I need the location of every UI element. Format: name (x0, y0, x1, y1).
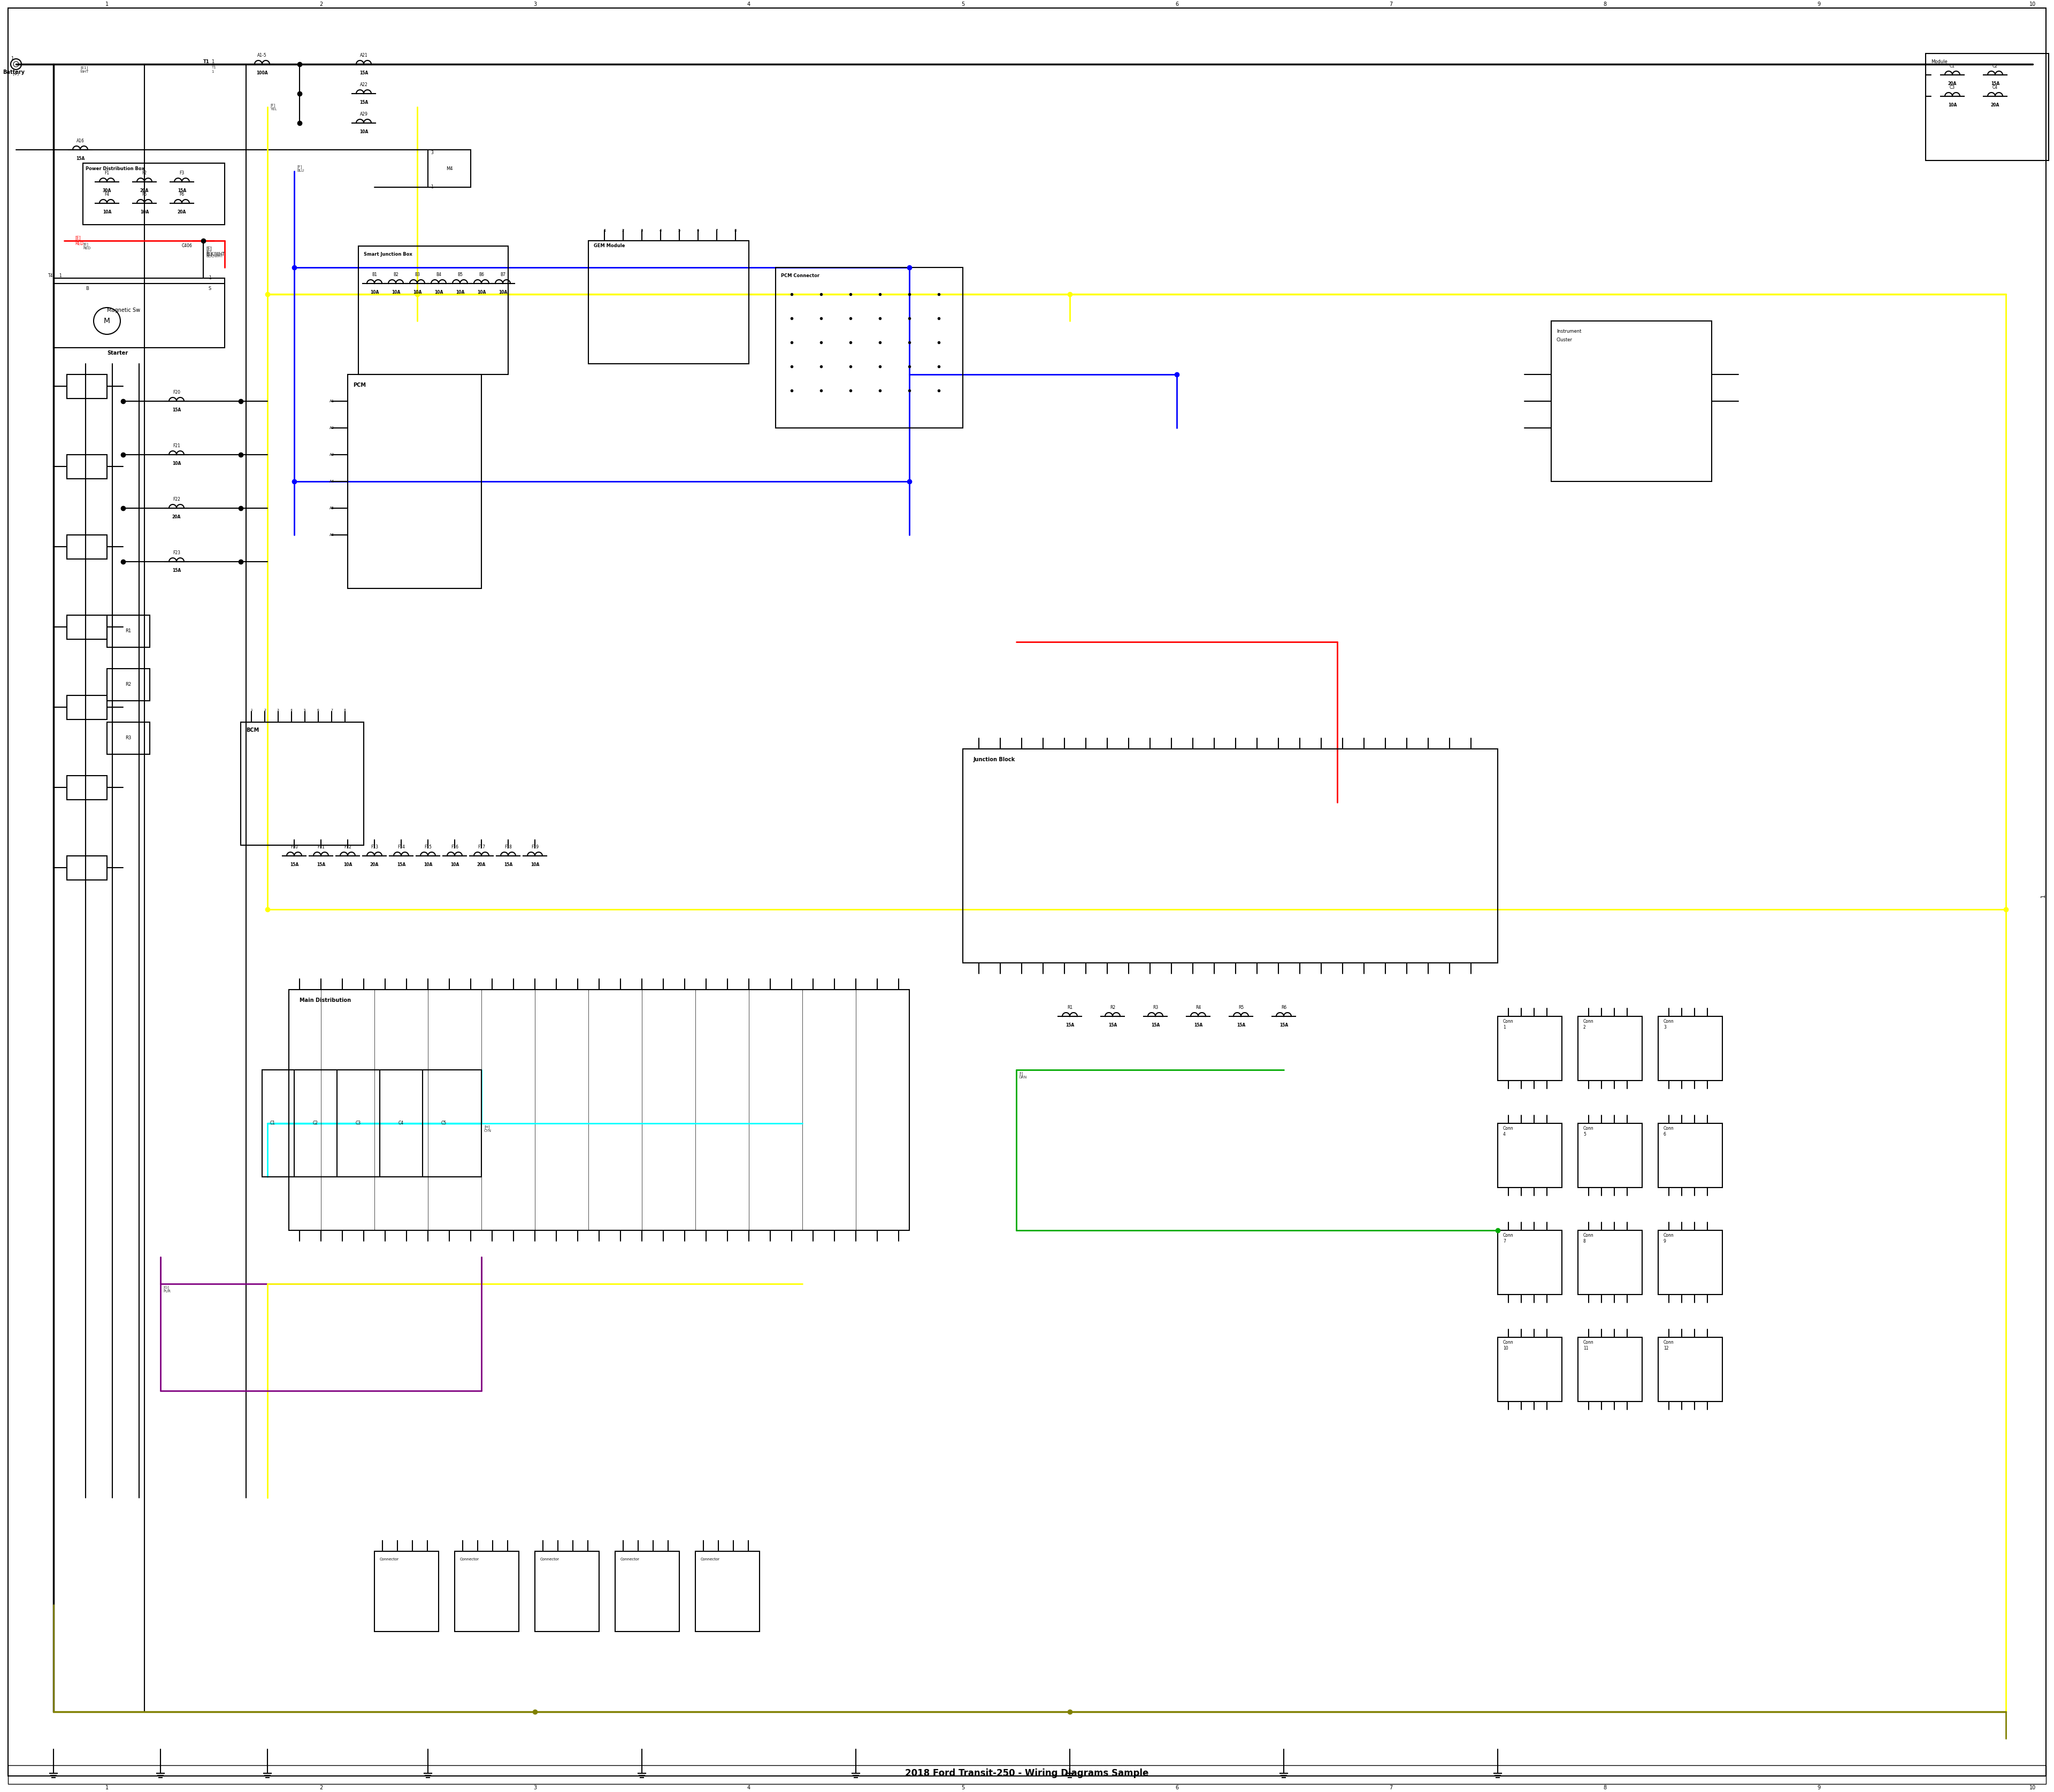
Bar (68, 375, 107, 398)
Text: R2: R2 (1109, 1005, 1115, 1011)
Text: F10: F10 (290, 844, 298, 849)
Text: F14: F14 (396, 844, 405, 849)
Text: 1: 1 (105, 2, 109, 7)
Text: R6: R6 (1282, 1005, 1286, 1011)
Text: RED: RED (74, 240, 84, 246)
Text: 6: 6 (696, 229, 698, 233)
Text: [E1]
WHT: [E1] WHT (80, 66, 88, 73)
Text: F4: F4 (105, 192, 109, 197)
Text: 9: 9 (1818, 2, 1820, 7)
Text: A6: A6 (329, 534, 335, 536)
Text: C1: C1 (271, 1122, 275, 1125)
Text: [F]
YEL: [F] YEL (271, 104, 277, 111)
Bar (107, 668, 150, 701)
Text: 2: 2 (318, 1785, 322, 1790)
Text: Conn
2: Conn 2 (1584, 1020, 1594, 1030)
Bar (454, 1552, 520, 1631)
Text: B2: B2 (392, 272, 398, 278)
Text: 10A: 10A (477, 290, 487, 294)
Bar (68, 615, 107, 640)
Text: Connector: Connector (700, 1557, 721, 1561)
Bar (1497, 1231, 1561, 1294)
Text: C3: C3 (355, 1122, 362, 1125)
Text: 6: 6 (316, 710, 318, 711)
Bar (963, 749, 1497, 962)
Text: 15A: 15A (1990, 81, 1999, 86)
Text: 5: 5 (678, 229, 680, 233)
Text: 10A: 10A (456, 290, 464, 294)
Text: 1: 1 (210, 276, 212, 281)
Text: Conn
4: Conn 4 (1504, 1125, 1514, 1136)
Text: 8: 8 (733, 229, 737, 233)
Text: 15A: 15A (177, 188, 187, 194)
Text: 1: 1 (105, 1785, 109, 1790)
Text: Connector: Connector (620, 1557, 639, 1561)
Text: 2: 2 (318, 2, 322, 7)
Text: 15A: 15A (316, 862, 325, 867)
Text: T1
1: T1 1 (212, 66, 216, 73)
Text: 1: 1 (212, 59, 214, 65)
Text: B7: B7 (499, 272, 505, 278)
Bar (1551, 321, 1711, 482)
Text: F18: F18 (505, 844, 511, 849)
Bar (68, 776, 107, 799)
Text: 20A: 20A (1990, 102, 1999, 108)
Bar (1658, 1016, 1723, 1081)
Text: 20A: 20A (477, 862, 487, 867)
Bar (374, 1552, 440, 1631)
Text: 10A: 10A (530, 862, 540, 867)
Text: A3: A3 (329, 453, 335, 457)
Text: B1: B1 (372, 272, 378, 278)
Bar (290, 989, 910, 1231)
Text: C2: C2 (1992, 65, 1999, 68)
Text: B3: B3 (415, 272, 419, 278)
Text: Conn
8: Conn 8 (1584, 1233, 1594, 1244)
Text: PCM Connector: PCM Connector (781, 272, 820, 278)
Bar (1577, 1231, 1641, 1294)
Text: 3: 3 (534, 1785, 536, 1790)
Text: 1: 1 (60, 272, 62, 278)
Text: 8: 8 (1602, 1785, 1606, 1790)
Bar (357, 246, 507, 375)
Text: [G]
PUR: [G] PUR (162, 1285, 170, 1292)
Text: F3: F3 (179, 170, 185, 176)
Text: F13: F13 (370, 844, 378, 849)
Text: F6: F6 (179, 192, 185, 197)
Text: 5: 5 (961, 2, 965, 7)
Text: 20A: 20A (140, 188, 148, 194)
Text: 15A: 15A (1280, 1023, 1288, 1027)
Text: 7: 7 (1389, 2, 1393, 7)
Text: 9: 9 (1818, 1785, 1820, 1790)
Text: 15A: 15A (173, 568, 181, 573)
Text: Instrument: Instrument (1557, 330, 1582, 333)
Text: Junction Block: Junction Block (974, 756, 1015, 762)
Text: [E]
BLK/WHT: [E] BLK/WHT (205, 251, 224, 258)
Text: A1: A1 (329, 400, 335, 403)
Text: 15A: 15A (1109, 1023, 1117, 1027)
Text: 20A: 20A (1947, 81, 1957, 86)
Text: F22: F22 (173, 496, 181, 502)
Text: 10A: 10A (359, 129, 368, 134)
Text: F19: F19 (532, 844, 538, 849)
Text: 15A: 15A (359, 70, 368, 75)
Text: 10A: 10A (423, 862, 431, 867)
Text: F17: F17 (479, 844, 485, 849)
Text: C406: C406 (183, 244, 193, 249)
Text: A5: A5 (329, 507, 335, 509)
Text: 15A: 15A (173, 407, 181, 412)
Text: 15A: 15A (359, 100, 368, 106)
Text: 10: 10 (2029, 2, 2036, 7)
Bar (1577, 1016, 1641, 1081)
Text: 3: 3 (534, 2, 536, 7)
Text: BLK/WHT: BLK/WHT (205, 251, 224, 256)
Bar (1927, 54, 2048, 161)
Text: 5: 5 (304, 710, 306, 711)
Text: Connector: Connector (540, 1557, 559, 1561)
Text: 15A: 15A (1237, 1023, 1245, 1027)
Text: A1-5: A1-5 (257, 54, 267, 57)
Text: 1: 1 (251, 710, 253, 711)
Text: 8: 8 (343, 710, 345, 711)
Bar (1577, 1124, 1641, 1188)
Text: T4: T4 (47, 272, 53, 278)
Text: 2018 Ford Transit-250 - Wiring Diagrams Sample: 2018 Ford Transit-250 - Wiring Diagrams … (906, 1769, 1148, 1778)
